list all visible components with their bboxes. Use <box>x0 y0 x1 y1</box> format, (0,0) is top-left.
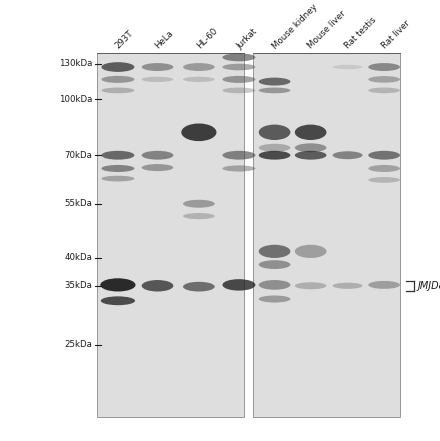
Text: HL-60: HL-60 <box>195 26 219 51</box>
Ellipse shape <box>368 165 400 172</box>
Ellipse shape <box>368 63 400 71</box>
Ellipse shape <box>295 282 326 289</box>
Ellipse shape <box>368 281 400 289</box>
Ellipse shape <box>223 87 256 93</box>
Ellipse shape <box>142 164 173 171</box>
Ellipse shape <box>183 282 215 292</box>
Text: 55kDa: 55kDa <box>65 199 92 208</box>
Ellipse shape <box>259 245 290 258</box>
Ellipse shape <box>333 151 363 159</box>
Text: 293T: 293T <box>114 29 136 51</box>
Ellipse shape <box>102 151 135 160</box>
Ellipse shape <box>223 151 256 160</box>
Ellipse shape <box>183 213 215 219</box>
Ellipse shape <box>259 260 290 269</box>
Ellipse shape <box>183 200 215 208</box>
Ellipse shape <box>142 151 173 160</box>
Ellipse shape <box>368 76 400 83</box>
Ellipse shape <box>259 144 290 152</box>
Ellipse shape <box>102 62 135 72</box>
Ellipse shape <box>223 279 256 291</box>
Ellipse shape <box>102 176 135 182</box>
Ellipse shape <box>259 78 290 86</box>
Ellipse shape <box>259 124 290 140</box>
Ellipse shape <box>295 151 326 160</box>
Ellipse shape <box>259 295 290 303</box>
Ellipse shape <box>259 87 290 93</box>
Ellipse shape <box>102 87 135 93</box>
Text: 100kDa: 100kDa <box>59 95 92 104</box>
Text: JMJD8: JMJD8 <box>417 281 440 291</box>
Ellipse shape <box>223 76 256 83</box>
Ellipse shape <box>333 283 363 289</box>
Ellipse shape <box>102 165 135 172</box>
Text: 35kDa: 35kDa <box>65 281 92 290</box>
Ellipse shape <box>259 280 290 290</box>
Ellipse shape <box>223 53 256 61</box>
Bar <box>253 53 400 417</box>
Ellipse shape <box>183 63 215 71</box>
Ellipse shape <box>368 87 400 93</box>
Text: HeLa: HeLa <box>154 29 175 51</box>
Ellipse shape <box>100 278 136 292</box>
Ellipse shape <box>333 65 363 69</box>
Text: 25kDa: 25kDa <box>65 340 92 349</box>
Text: Rat testis: Rat testis <box>344 15 378 51</box>
Text: Mouse kidney: Mouse kidney <box>271 2 319 51</box>
Ellipse shape <box>223 165 256 172</box>
Ellipse shape <box>295 124 326 140</box>
Ellipse shape <box>142 280 173 292</box>
Ellipse shape <box>223 64 256 70</box>
Ellipse shape <box>368 151 400 160</box>
Ellipse shape <box>368 177 400 183</box>
Ellipse shape <box>181 123 216 141</box>
Ellipse shape <box>295 245 326 258</box>
Text: 70kDa: 70kDa <box>65 151 92 160</box>
Ellipse shape <box>295 143 326 152</box>
Ellipse shape <box>142 77 173 82</box>
Text: Jurkat: Jurkat <box>235 26 259 51</box>
Ellipse shape <box>101 296 135 305</box>
Ellipse shape <box>142 63 173 71</box>
Ellipse shape <box>102 76 135 83</box>
Text: Rat liver: Rat liver <box>380 19 412 51</box>
Ellipse shape <box>183 77 215 82</box>
Text: 130kDa: 130kDa <box>59 60 92 68</box>
Text: Mouse liver: Mouse liver <box>307 9 348 51</box>
Bar <box>97 53 244 417</box>
Text: 40kDa: 40kDa <box>65 254 92 262</box>
Ellipse shape <box>259 151 290 160</box>
